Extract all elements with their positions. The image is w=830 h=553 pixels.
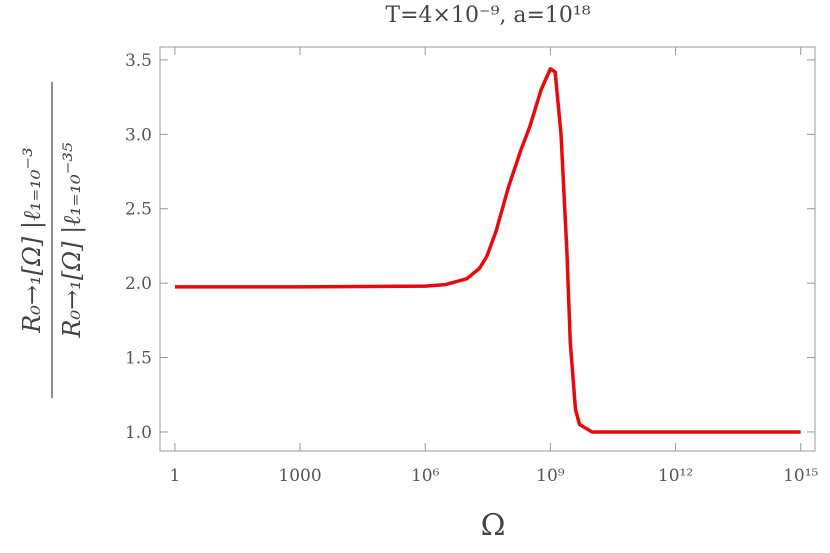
y-axis-label: R₀→₁[Ω] |ℓ₁₌₁₀⁻³ R₀→₁[Ω] |ℓ₁₌₁₀⁻³⁵ bbox=[18, 82, 87, 398]
x-tick-label: 1 bbox=[169, 466, 180, 486]
y-tick-label: 3.5 bbox=[125, 51, 152, 71]
x-tick-label: 10⁶ bbox=[411, 466, 440, 486]
chart-title: T=4×10⁻⁹, a=10¹⁸ bbox=[385, 3, 590, 28]
y-tick-label: 2.0 bbox=[125, 274, 152, 294]
y-tick-label: 1.5 bbox=[125, 349, 152, 369]
plot-frame bbox=[159, 46, 816, 452]
y-tick-label: 1.0 bbox=[125, 423, 152, 443]
y-label-numerator: R₀→₁[Ω] |ℓ₁₌₁₀⁻³ bbox=[18, 147, 47, 334]
x-tick-label: 10¹² bbox=[658, 466, 693, 486]
y-tick-label: 2.5 bbox=[125, 200, 152, 220]
x-axis-label: Ω bbox=[481, 508, 506, 543]
y-label-denominator: R₀→₁[Ω] |ℓ₁₌₁₀⁻³⁵ bbox=[58, 142, 87, 339]
x-tick-label: 10⁹ bbox=[536, 466, 565, 486]
data-line bbox=[174, 67, 801, 434]
x-tick-label: 10¹⁵ bbox=[783, 466, 818, 486]
y-tick-label: 3.0 bbox=[125, 125, 152, 145]
x-tick-label: 1000 bbox=[278, 466, 321, 486]
